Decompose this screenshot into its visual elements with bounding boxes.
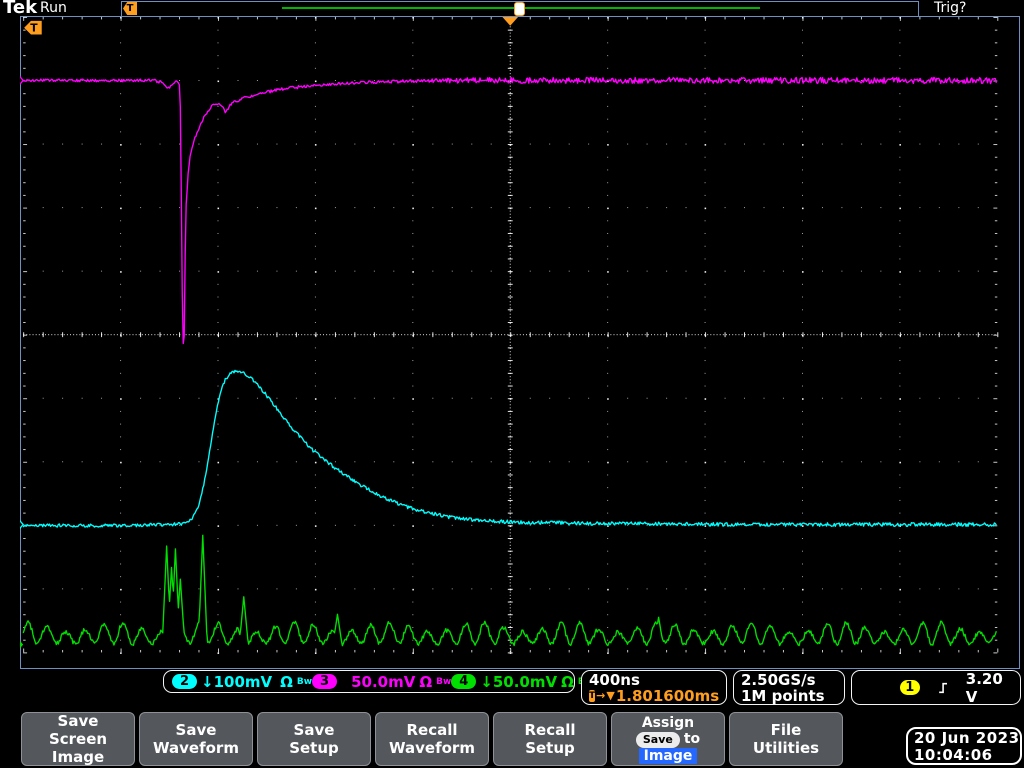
graticule-grid <box>23 16 999 654</box>
record-trigger-flag-icon: T <box>123 2 137 15</box>
ch4-readout[interactable]: 4 ↓50.0mV ΩBw <box>451 673 593 691</box>
date: 20 Jun 2023 <box>914 729 1020 747</box>
datetime-display: 20 Jun 2023 10:04:06 <box>906 727 1022 765</box>
ch4-scale: ↓50.0mV <box>480 672 558 691</box>
ch3-badge: 3 <box>312 674 338 689</box>
ch2-trace <box>22 369 997 528</box>
button-label: Save <box>175 721 217 739</box>
trigger-status-label: Trig? <box>934 0 967 16</box>
save-setup-button[interactable]: Save Setup <box>257 712 371 766</box>
ch4-impedance-icon: Ω <box>561 672 574 691</box>
file-utilities-button[interactable]: File Utilities <box>729 712 843 766</box>
arrow-right-icon: → <box>596 689 606 702</box>
acquisition-readout: 2.50GS/s 1M points <box>733 670 845 705</box>
trigger-source-badge: 1 <box>900 680 920 695</box>
ch4-badge: 4 <box>451 674 477 689</box>
button-label: Recall <box>406 721 458 739</box>
trigger-position-marker[interactable] <box>502 16 519 26</box>
rising-edge-icon <box>938 682 947 693</box>
horizontal-readout[interactable]: 400ns T → ▼ 1.801600ms <box>581 670 727 705</box>
channel-readouts: 2 ↓100mV ΩBw 3 50.0mV ΩBw 4 ↓50.0mV ΩBw <box>163 670 593 693</box>
horizontal-delay: 1.801600ms <box>615 687 720 705</box>
ch3-scale: 50.0mV <box>351 672 416 691</box>
recall-waveform-button[interactable]: Recall Waveform <box>375 712 489 766</box>
ch3-bandwidth-icon: Bw <box>436 676 452 687</box>
horizontal-scale: 400ns <box>589 671 640 689</box>
button-label: Waveform <box>153 739 239 757</box>
trigger-readout[interactable]: 1 3.20 V <box>851 669 1021 706</box>
recall-setup-button[interactable]: Recall Setup <box>493 712 607 766</box>
trigger-level-offscreen-badge: T <box>24 20 42 35</box>
button-label: File <box>770 721 802 739</box>
acquisition-status: Run <box>40 0 67 16</box>
graticule <box>20 16 1020 669</box>
button-label: Save <box>57 712 99 730</box>
ch2-scale: ↓100mV <box>201 672 273 691</box>
save-pill-badge: Save <box>635 731 680 748</box>
button-label: Save to <box>635 731 700 748</box>
ch4-position-marker[interactable]: 4 <box>20 637 24 653</box>
time: 10:04:06 <box>914 746 993 764</box>
trigger-position-flag-icon[interactable] <box>514 2 525 16</box>
ch2-impedance-icon: Ω <box>280 672 293 691</box>
ch2-readout[interactable]: 2 ↓100mV Ω Bw <box>172 673 312 691</box>
button-label: Save <box>293 721 335 739</box>
waveform-display: T 3 2 4 <box>20 16 999 654</box>
button-label: Recall <box>524 721 576 739</box>
ch3-trace <box>22 76 997 345</box>
ch2-badge: 2 <box>172 674 197 689</box>
save-screen-image-button[interactable]: Save Screen Image <box>21 712 135 766</box>
svg-text:T: T <box>30 22 38 35</box>
trigger-delay-icon: T <box>589 690 596 702</box>
ch3-impedance-icon: Ω <box>419 672 433 691</box>
tek-logo: Tek <box>3 0 38 18</box>
button-label: Setup <box>289 739 339 757</box>
button-label: Setup <box>525 739 575 757</box>
ch3-readout[interactable]: 3 50.0mV Ω Bw <box>312 673 451 691</box>
ch4-trace <box>22 534 997 647</box>
button-label: Screen Image <box>48 730 108 766</box>
save-waveform-button[interactable]: Save Waveform <box>139 712 253 766</box>
triangle-down-icon: ▼ <box>606 689 615 702</box>
assign-target-highlight: Image <box>638 747 698 764</box>
ch2-bandwidth-icon: Bw <box>296 676 313 687</box>
button-label: Assign <box>641 714 695 731</box>
button-label: Utilities <box>752 739 820 757</box>
button-label: Waveform <box>389 739 475 757</box>
ch3-position-marker[interactable]: 3 <box>20 73 25 89</box>
ch2-position-marker[interactable]: 2 <box>20 517 25 533</box>
record-length: 1M points <box>741 687 825 705</box>
trigger-level: 3.20 V <box>965 669 1003 706</box>
assign-save-button[interactable]: Assign Save to Image <box>611 712 725 766</box>
sample-rate: 2.50GS/s <box>741 671 816 689</box>
